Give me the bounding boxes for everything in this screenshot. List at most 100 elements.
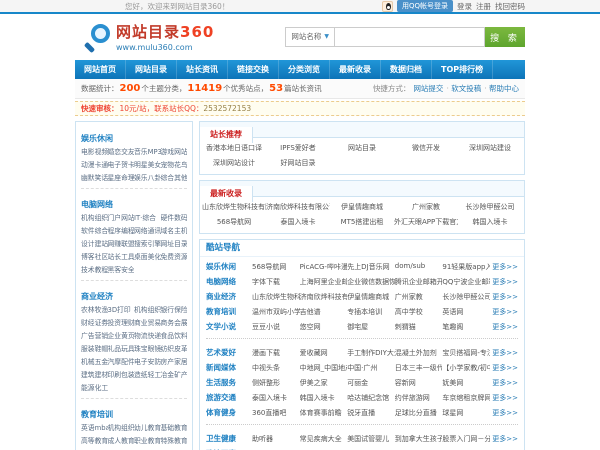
site-link[interactable]: 伊美之家 xyxy=(299,378,328,387)
coolnav-category-link[interactable]: 文学小说 xyxy=(206,322,236,331)
category-title-link[interactable]: 电脑网络 xyxy=(81,200,113,209)
site-link[interactable]: 哈达铺纪念馆 xyxy=(347,393,390,402)
subcategory-link[interactable]: 投资理财 xyxy=(107,319,135,327)
site-link[interactable]: 球星网 xyxy=(442,408,464,417)
subcategory-link[interactable]: 域名主机 xyxy=(160,227,188,235)
nav-item[interactable]: 分类浏览 xyxy=(279,60,330,79)
more-link[interactable]: 更多>> xyxy=(492,277,518,286)
more-link[interactable]: 更多>> xyxy=(492,322,518,331)
subcategory-link[interactable]: 博客社区 xyxy=(81,253,108,261)
recommended-site-link[interactable]: 香港本地日语口译 xyxy=(206,144,262,152)
latest-site-link[interactable]: 山东欣烨生物科技有限 xyxy=(202,203,266,211)
subcategory-link[interactable]: 3D打印 xyxy=(107,306,131,314)
site-link[interactable]: 中地网_中国地产 xyxy=(299,363,348,372)
register-link[interactable]: 注册 xyxy=(476,1,491,11)
site-link[interactable]: 到加拿大生孩子 xyxy=(394,434,443,443)
site-link[interactable]: 济南欣烨科技有 xyxy=(299,292,348,301)
tab-latest[interactable]: 最新收录 xyxy=(200,186,253,202)
site-link[interactable]: 混凝土外加剂 xyxy=(394,348,437,357)
subcategory-link[interactable]: 英语mba xyxy=(81,424,108,432)
recommended-site-link[interactable]: 网站目录 xyxy=(348,144,376,152)
subcategory-link[interactable]: 音乐MP3 xyxy=(134,148,161,156)
coolnav-category-link[interactable]: 新闻媒体 xyxy=(206,363,236,372)
subcategory-link[interactable]: 特殊教育 xyxy=(160,437,188,445)
subcategory-link[interactable]: 房产家居 xyxy=(160,358,188,366)
recommended-site-link[interactable]: 好网站目录 xyxy=(280,159,316,167)
subcategory-link[interactable]: 电影视频 xyxy=(81,148,108,156)
coolnav-category-link[interactable]: 旅游交通 xyxy=(206,393,236,402)
login-link[interactable]: 登录 xyxy=(457,1,472,11)
quick-link[interactable]: 软文投稿 xyxy=(446,83,481,94)
coolnav-category-link[interactable]: 生活服务 xyxy=(206,378,236,387)
coolnav-category-link[interactable]: 体育健身 xyxy=(206,408,236,417)
site-logo[interactable]: 网站目录360 www.mulu360.com xyxy=(75,22,214,53)
subcategory-link[interactable]: 农林牧渔 xyxy=(81,306,108,314)
subcategory-link[interactable]: 技术教程 xyxy=(81,266,108,274)
nav-item[interactable]: 网站首页 xyxy=(75,60,126,79)
site-link[interactable]: 常见疾病大全 xyxy=(299,434,342,443)
site-link[interactable]: 爱收藏网 xyxy=(299,348,328,357)
subcategory-link[interactable]: 星座命理 xyxy=(107,174,135,182)
site-link[interactable]: 腾讯企业邮箱开 xyxy=(394,277,443,286)
subcategory-link[interactable]: 机构组织 xyxy=(134,306,161,314)
site-link[interactable]: 漫画下载 xyxy=(252,348,280,357)
category-title-link[interactable]: 商业经济 xyxy=(81,292,113,301)
site-link[interactable]: 广州家教 xyxy=(394,292,423,301)
nav-item[interactable]: 数据归档 xyxy=(381,60,432,79)
subcategory-link[interactable]: 基础教育 xyxy=(160,424,188,432)
nav-item[interactable]: 网站目录 xyxy=(126,60,177,79)
site-link[interactable]: dom/sub xyxy=(394,261,426,270)
more-link[interactable]: 更多>> xyxy=(492,363,518,372)
quick-link[interactable]: 网站提交 xyxy=(413,84,444,93)
coolnav-category-link[interactable]: 电脑网络 xyxy=(206,277,236,286)
search-input[interactable] xyxy=(335,27,485,47)
coolnav-category-link[interactable]: 教育培训 xyxy=(206,307,236,316)
subcategory-link[interactable]: 明星美女 xyxy=(134,161,161,169)
more-link[interactable]: 更多>> xyxy=(492,408,518,417)
subcategory-link[interactable]: 站长工具 xyxy=(107,253,135,261)
nav-item[interactable]: 链接交换 xyxy=(228,60,279,79)
site-link[interactable]: 股票入门网－分 xyxy=(442,434,490,443)
subcategory-link[interactable]: 游戏网站 xyxy=(160,148,188,156)
subcategory-link[interactable]: 黑客安全 xyxy=(107,266,135,274)
subcategory-link[interactable]: 设计建站 xyxy=(81,240,108,248)
subcategory-link[interactable]: 门户网站 xyxy=(107,214,135,222)
site-link[interactable]: 91轻果版app入口 xyxy=(442,262,490,271)
subcategory-link[interactable]: 桌面美化 xyxy=(134,253,161,261)
more-link[interactable]: 更多>> xyxy=(492,262,518,271)
subcategory-link[interactable]: 礼品玩具 xyxy=(107,345,135,353)
site-link[interactable]: 山东欣烨生物科 xyxy=(252,292,300,301)
latest-site-link[interactable]: 泰国入境卡 xyxy=(280,218,316,226)
subcategory-link[interactable]: 电子贺卡 xyxy=(107,161,135,169)
subcategory-link[interactable]: 广告营销 xyxy=(81,332,108,340)
subcategory-link[interactable]: 食品饮料 xyxy=(160,332,188,340)
more-link[interactable]: 更多>> xyxy=(492,393,518,402)
site-link[interactable]: 悠空网 xyxy=(299,322,321,331)
site-link[interactable]: 企业微信数据恢 xyxy=(347,277,395,286)
coolnav-category-link[interactable]: 艺术爱好 xyxy=(206,348,236,357)
subcategory-link[interactable]: 商业贸易 xyxy=(134,319,161,327)
latest-site-link[interactable]: 济南欣烨科技有限公司 xyxy=(266,203,330,211)
subcategory-link[interactable]: 汽摩配件 xyxy=(107,358,135,366)
site-link[interactable]: 专插本培训 xyxy=(347,307,383,316)
site-link[interactable]: 手工制作DIY大全 xyxy=(347,348,395,357)
site-link[interactable]: 锐牙直播 xyxy=(347,408,376,417)
subcategory-link[interactable]: 电子安防 xyxy=(134,358,161,366)
site-link[interactable]: 高中学校 xyxy=(394,307,423,316)
quick-link[interactable]: 帮助中心 xyxy=(484,83,519,94)
site-link[interactable]: 568导航网 xyxy=(252,262,287,271)
site-link[interactable]: QQ宁波企业邮箱 xyxy=(442,277,490,286)
site-link[interactable]: 刺猬猫 xyxy=(394,322,416,331)
subcategory-link[interactable]: 财经证券 xyxy=(81,319,108,327)
site-link[interactable]: 上海阿里企业邮 xyxy=(299,277,348,286)
subcategory-link[interactable]: 银行保险 xyxy=(160,306,188,314)
site-link[interactable]: 妩美网 xyxy=(442,378,464,387)
more-link[interactable]: 更多>> xyxy=(492,292,518,301)
subcategory-link[interactable]: 婚恋交友 xyxy=(107,148,135,156)
site-link[interactable]: 助听器 xyxy=(252,434,273,443)
site-link[interactable]: 360直播吧 xyxy=(252,408,287,417)
subcategory-link[interactable]: 硬件数码 xyxy=(160,214,188,222)
subcategory-link[interactable]: 综合其他 xyxy=(160,174,188,182)
site-link[interactable]: 【小学家教/初中 xyxy=(442,363,490,372)
latest-site-link[interactable]: 外汇天眼APP下载官方 xyxy=(394,218,458,226)
